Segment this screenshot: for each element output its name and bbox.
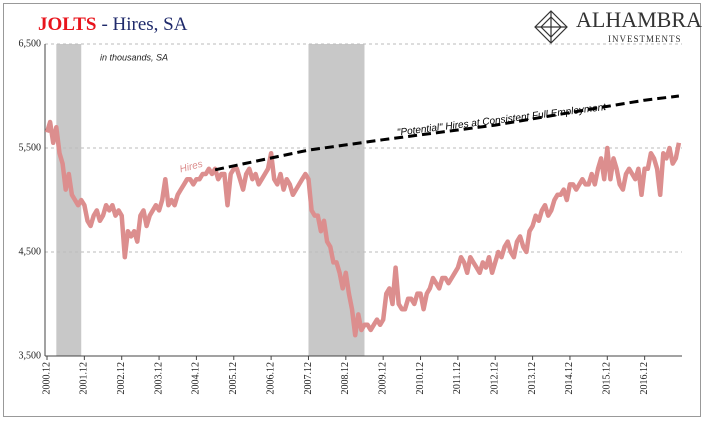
y-tick-label: 4,500: [19, 246, 42, 257]
x-tick-label: 2014.12: [564, 362, 575, 395]
x-tick-label: 2016.12: [639, 362, 650, 395]
hires-line: [44, 119, 682, 338]
subtitle: - Hires, SA: [101, 14, 187, 35]
potential-line: [214, 94, 680, 172]
chart-title: JOLTS - Hires, SA: [38, 14, 188, 35]
x-tick-label: 2002.12: [116, 362, 127, 395]
logo-name: ALHAMBRA: [576, 7, 702, 32]
x-tick-label: 2000.12: [41, 362, 52, 395]
frame: [3, 3, 701, 417]
logo-icon: [534, 10, 568, 44]
x-tick-label: 2012.12: [490, 362, 501, 395]
y-tick-label: 6,500: [19, 38, 42, 49]
title: JOLTS: [38, 14, 96, 35]
x-tick-label: 2006.12: [265, 362, 276, 395]
x-tick-label: 2004.12: [191, 362, 202, 395]
x-tick-label: 2015.12: [602, 362, 613, 395]
x-tick-label: 2009.12: [377, 362, 388, 395]
y-tick-label: 5,500: [19, 142, 42, 153]
annotation: in thousands, SA: [100, 52, 168, 62]
shaded-period: [308, 44, 365, 356]
series-label: "Potential" Hires at Consistent Full Emp…: [396, 102, 608, 139]
x-tick-label: 2005.12: [228, 362, 239, 395]
x-tick-label: 2010.12: [415, 362, 426, 395]
x-tick-label: 2013.12: [527, 362, 538, 395]
x-tick-label: 2003.12: [153, 362, 164, 395]
logo: ALHAMBRA INVESTMENTS: [534, 7, 702, 44]
series-label: Hires: [179, 159, 204, 176]
logo-tagline: INVESTMENTS: [608, 34, 682, 44]
x-tick-label: 2008.12: [340, 362, 351, 395]
x-tick-label: 2007.12: [303, 362, 314, 395]
y-tick-label: 3,500: [19, 350, 42, 361]
x-tick-label: 2011.12: [452, 362, 463, 394]
x-tick-label: 2001.12: [79, 362, 90, 395]
